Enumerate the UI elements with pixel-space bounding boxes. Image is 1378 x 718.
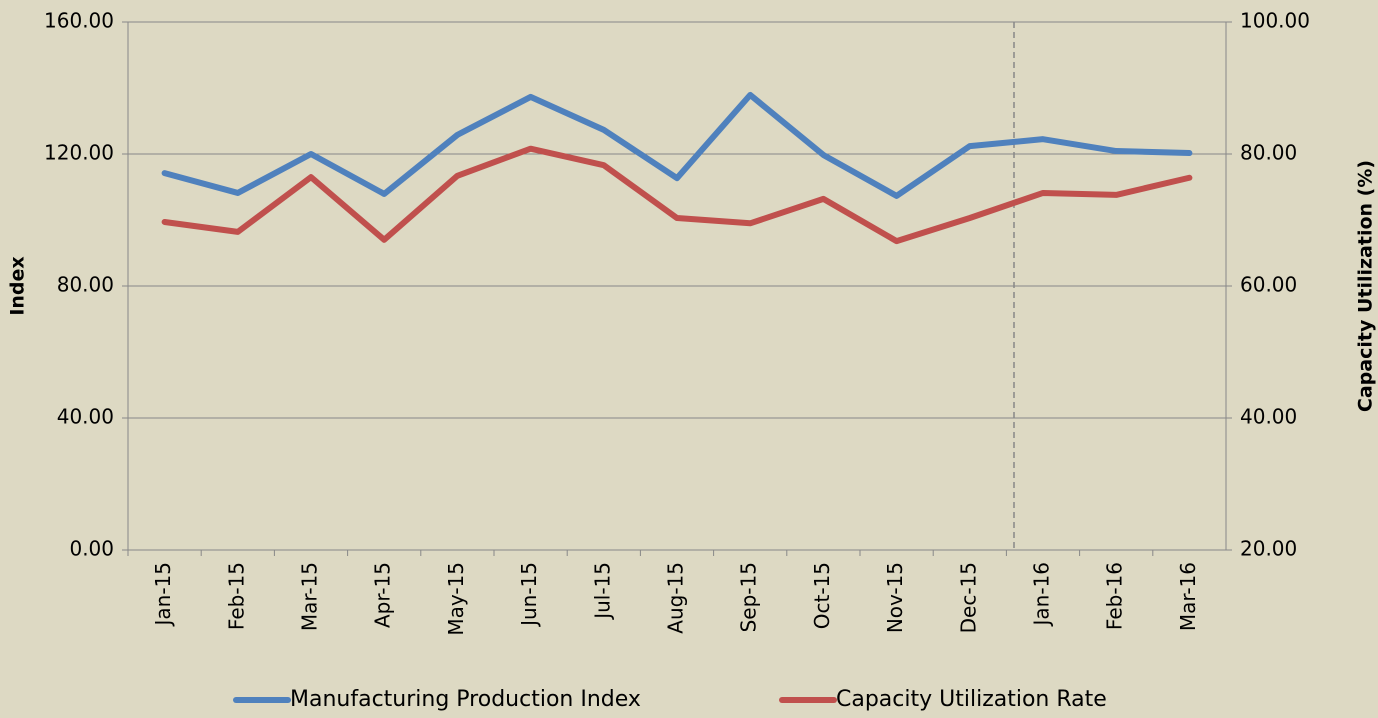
y-tick-label: 80.00 [57,273,114,297]
x-tick-label: Jan-15 [151,562,175,628]
y2-tick-label: 80.00 [1240,141,1297,165]
legend-label: Capacity Utilization Rate [836,687,1107,712]
x-tick-label: Dec-15 [956,562,980,633]
x-tick-label: Jan-16 [1030,562,1054,628]
series-line [161,145,1193,245]
x-tick-label: Oct-15 [810,562,834,629]
y-tick-label: 40.00 [57,405,114,429]
x-tick-label: Nov-15 [883,562,907,633]
y2-tick-label: 100.00 [1240,9,1310,33]
x-tick-label: Feb-15 [224,562,248,630]
x-tick-label: Aug-15 [664,562,688,634]
x-tick-label: Mar-16 [1176,562,1200,631]
y2-tick-label: 60.00 [1240,273,1297,297]
y-axis-title: Index [7,256,29,315]
y-tick-label: 0.00 [69,537,114,561]
x-tick-label: Feb-16 [1103,562,1127,630]
y2-tick-label: 20.00 [1240,537,1297,561]
series-line [161,91,1193,199]
y2-axis-title: Capacity Utilization (%) [1355,160,1377,412]
y-tick-label: 160.00 [44,9,114,33]
x-tick-label: May-15 [444,562,468,636]
x-tick-label: Mar-15 [298,562,322,631]
y2-tick-label: 40.00 [1240,405,1297,429]
x-tick-label: Apr-15 [371,562,395,628]
y-tick-label: 120.00 [44,141,114,165]
legend-label: Manufacturing Production Index [290,687,641,712]
x-tick-label: Jun-15 [517,562,541,628]
x-tick-label: Jul-15 [590,562,614,621]
x-tick-label: Sep-15 [737,562,761,632]
